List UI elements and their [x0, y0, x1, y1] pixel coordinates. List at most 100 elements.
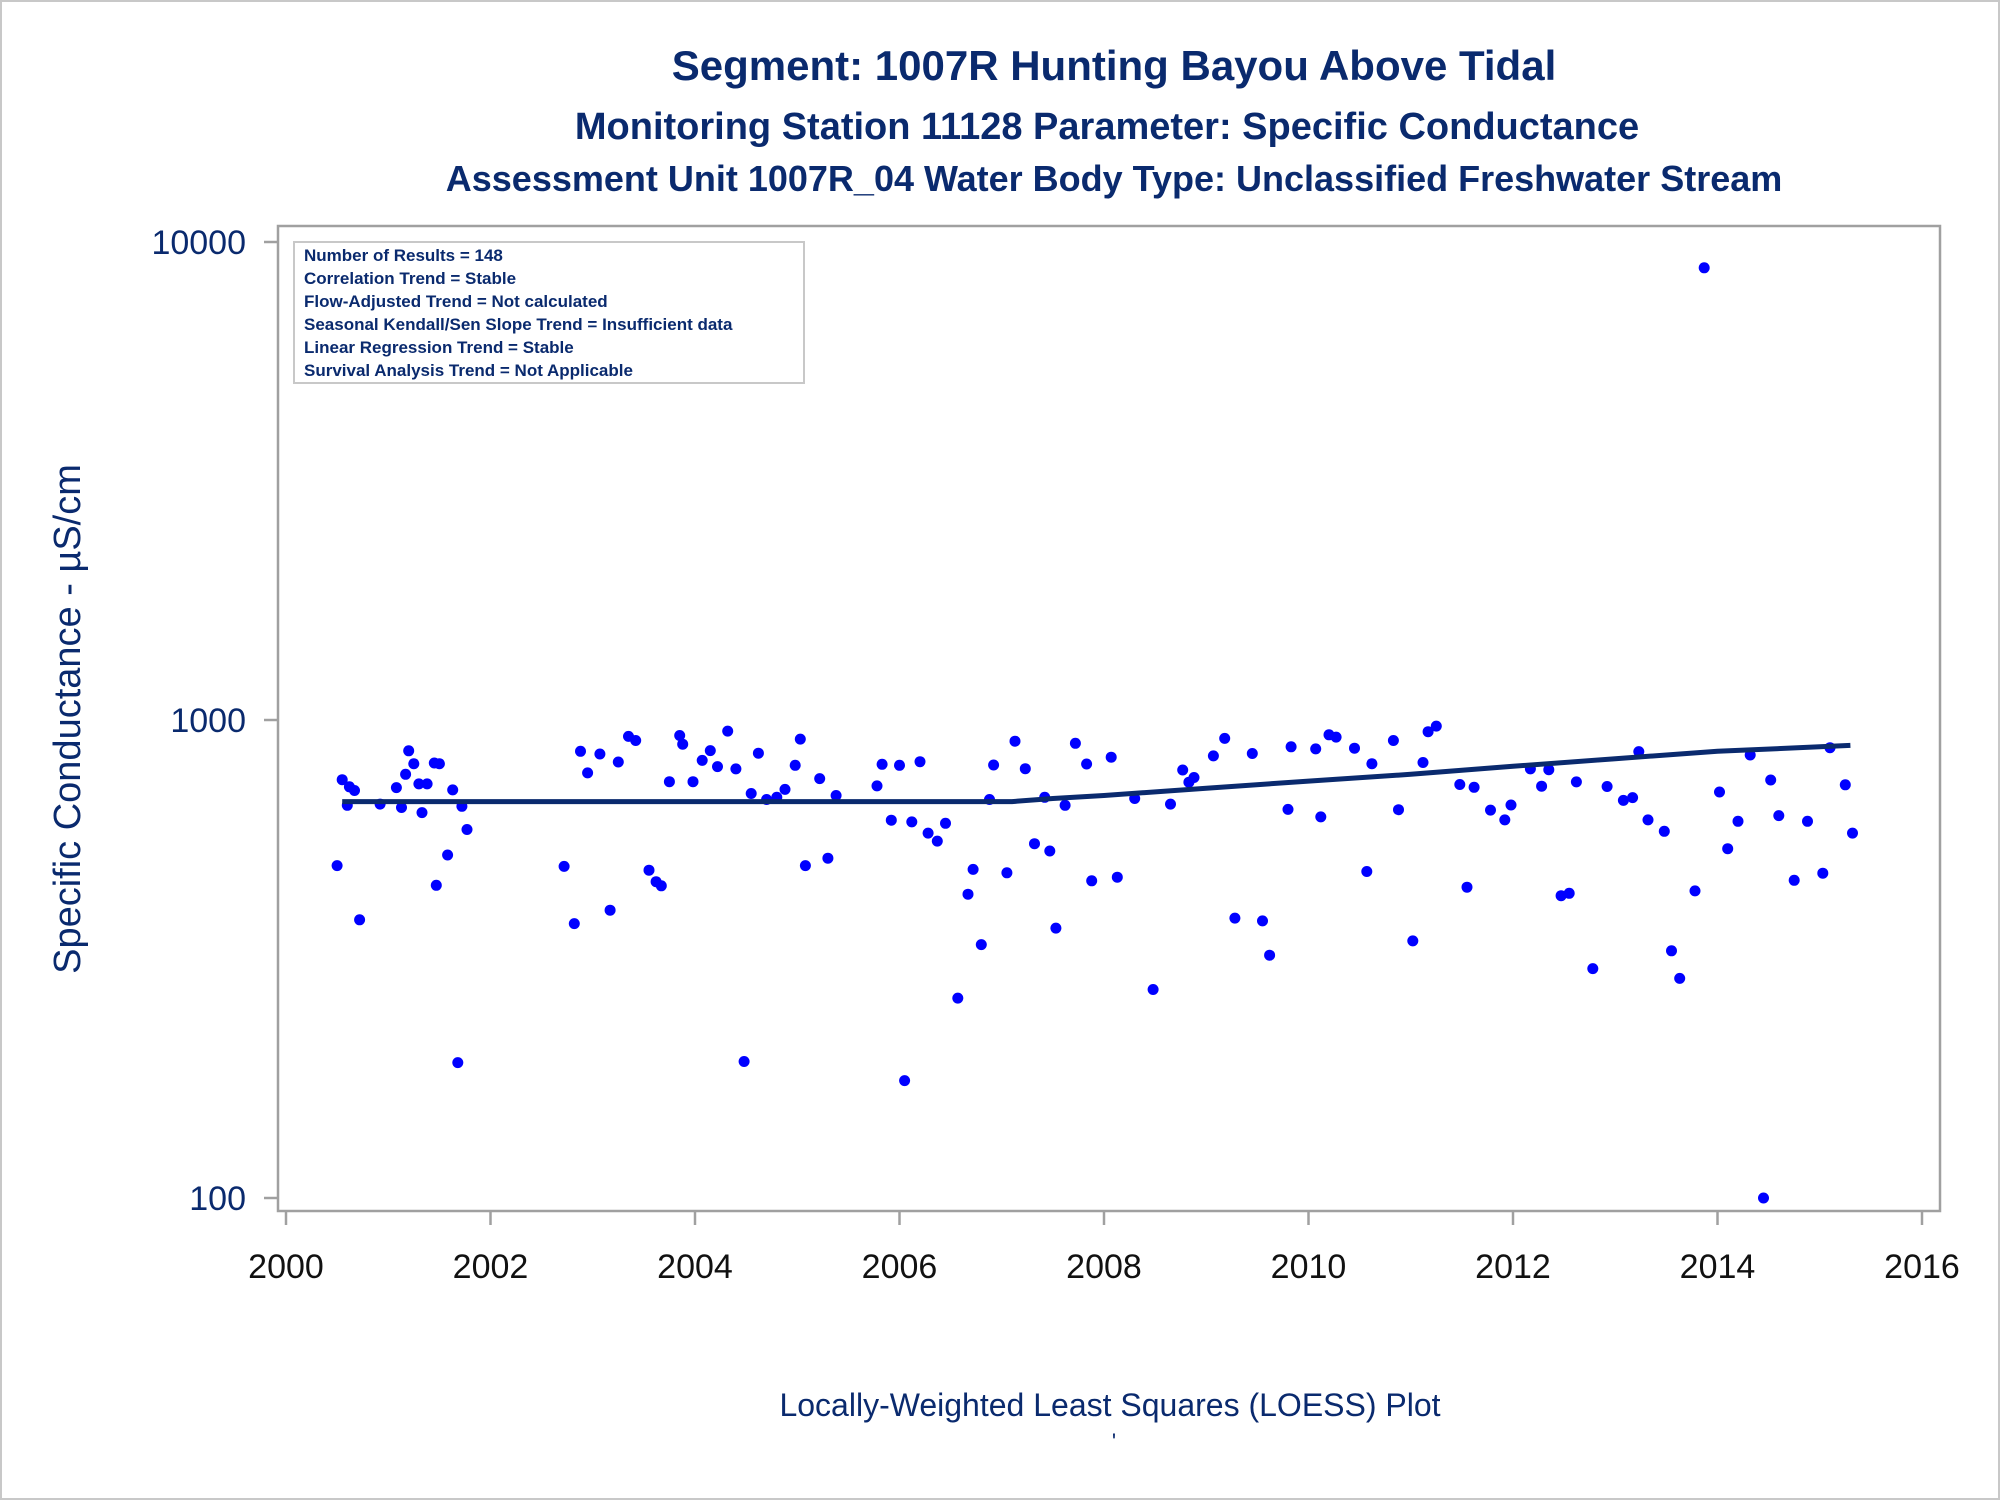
data-point — [1219, 732, 1231, 744]
data-point — [568, 918, 580, 930]
data-point — [1505, 799, 1517, 811]
data-point — [1407, 935, 1419, 947]
data-point — [789, 759, 801, 771]
data-point — [336, 774, 348, 786]
plot-area-border — [276, 224, 1942, 1213]
y-axis-label: Specific Conductance - µS/cm — [47, 464, 89, 974]
data-point — [1658, 825, 1670, 837]
data-point — [1315, 811, 1327, 823]
data-point — [1689, 885, 1701, 897]
data-point — [349, 785, 360, 796]
data-point — [914, 756, 926, 768]
data-point — [1264, 949, 1276, 961]
data-point — [1698, 262, 1710, 274]
data-point — [899, 1075, 911, 1087]
data-point — [1666, 945, 1677, 957]
data-point — [1563, 887, 1575, 899]
data-point — [1758, 1192, 1769, 1204]
data-point — [952, 992, 964, 1004]
data-point — [894, 759, 905, 771]
data-point — [331, 860, 343, 872]
x-tick-label: 2000 — [248, 1248, 324, 1286]
data-point — [1105, 751, 1117, 763]
data-point — [575, 745, 586, 757]
data-point — [408, 758, 420, 770]
data-point — [413, 778, 425, 790]
stats-line-results: Number of Results = 148 — [304, 246, 503, 265]
data-point — [1587, 963, 1599, 975]
data-point — [604, 904, 616, 916]
x-tick-label: 2014 — [1680, 1248, 1756, 1286]
data-point — [822, 852, 834, 864]
data-point — [416, 807, 428, 819]
data-point — [1069, 737, 1081, 749]
x-tick-label: 2002 — [453, 1248, 529, 1286]
data-point — [1773, 810, 1785, 822]
data-point — [452, 1057, 464, 1069]
stats-line-seasonal-kendall: Seasonal Kendall/Sen Slope Trend = Insuf… — [304, 315, 733, 334]
data-point — [1246, 748, 1258, 759]
stats-line-survival: Survival Analysis Trend = Not Applicable — [304, 361, 633, 380]
stats-box: Number of Results = 148 Correlation Tren… — [293, 241, 805, 384]
data-point — [612, 756, 624, 768]
data-point — [1765, 774, 1777, 786]
data-point — [1570, 776, 1582, 788]
data-point — [433, 758, 445, 770]
data-point — [663, 776, 675, 788]
data-point — [1257, 915, 1268, 927]
x-tick-label: 2004 — [657, 1248, 733, 1286]
data-point — [1674, 972, 1686, 984]
data-point — [1009, 735, 1021, 747]
x-tick-label: 2010 — [1271, 1248, 1347, 1286]
data-point — [745, 788, 757, 799]
data-point — [1722, 843, 1734, 855]
data-point — [794, 733, 806, 745]
data-point — [1430, 720, 1442, 732]
data-point — [390, 782, 402, 794]
data-point — [712, 761, 723, 773]
x-tick-label: 2006 — [862, 1248, 938, 1286]
data-point — [1081, 758, 1093, 770]
data-point — [1642, 814, 1654, 826]
data-point — [814, 773, 826, 785]
data-point — [830, 790, 842, 801]
data-point — [1188, 772, 1200, 783]
data-point — [962, 888, 974, 900]
data-point — [1617, 794, 1629, 806]
data-point — [655, 880, 667, 892]
data-point — [988, 759, 1000, 771]
stats-line-correlation: Correlation Trend = Stable — [304, 269, 516, 288]
chart-title: Segment: 1007R Hunting Bayou Above Tidal — [672, 42, 1556, 89]
data-point — [1499, 814, 1511, 826]
stats-box-border — [293, 241, 805, 384]
data-point — [1349, 742, 1360, 754]
data-point — [630, 735, 642, 746]
data-point — [558, 860, 570, 872]
data-point — [1714, 786, 1725, 798]
data-point — [1001, 867, 1013, 879]
data-point — [1147, 984, 1159, 995]
data-point — [461, 824, 473, 835]
data-point — [687, 776, 699, 788]
y-tick-label: 1000 — [170, 702, 246, 740]
data-point — [1111, 871, 1123, 883]
data-point — [1177, 764, 1189, 776]
data-point — [1310, 743, 1322, 755]
data-point — [1847, 827, 1858, 839]
data-point — [442, 849, 454, 861]
data-point — [722, 725, 734, 737]
data-point — [1839, 779, 1851, 791]
data-point — [1207, 750, 1219, 762]
data-point — [1282, 803, 1294, 815]
data-point — [1732, 815, 1744, 827]
y-tick-label: 100 — [189, 1180, 246, 1218]
data-point — [779, 783, 791, 795]
data-point — [403, 745, 415, 757]
data-point — [1485, 804, 1496, 816]
data-point — [1330, 731, 1342, 743]
data-point — [400, 768, 412, 780]
data-point — [704, 745, 716, 757]
data-point — [421, 778, 433, 790]
data-point — [1627, 792, 1639, 804]
